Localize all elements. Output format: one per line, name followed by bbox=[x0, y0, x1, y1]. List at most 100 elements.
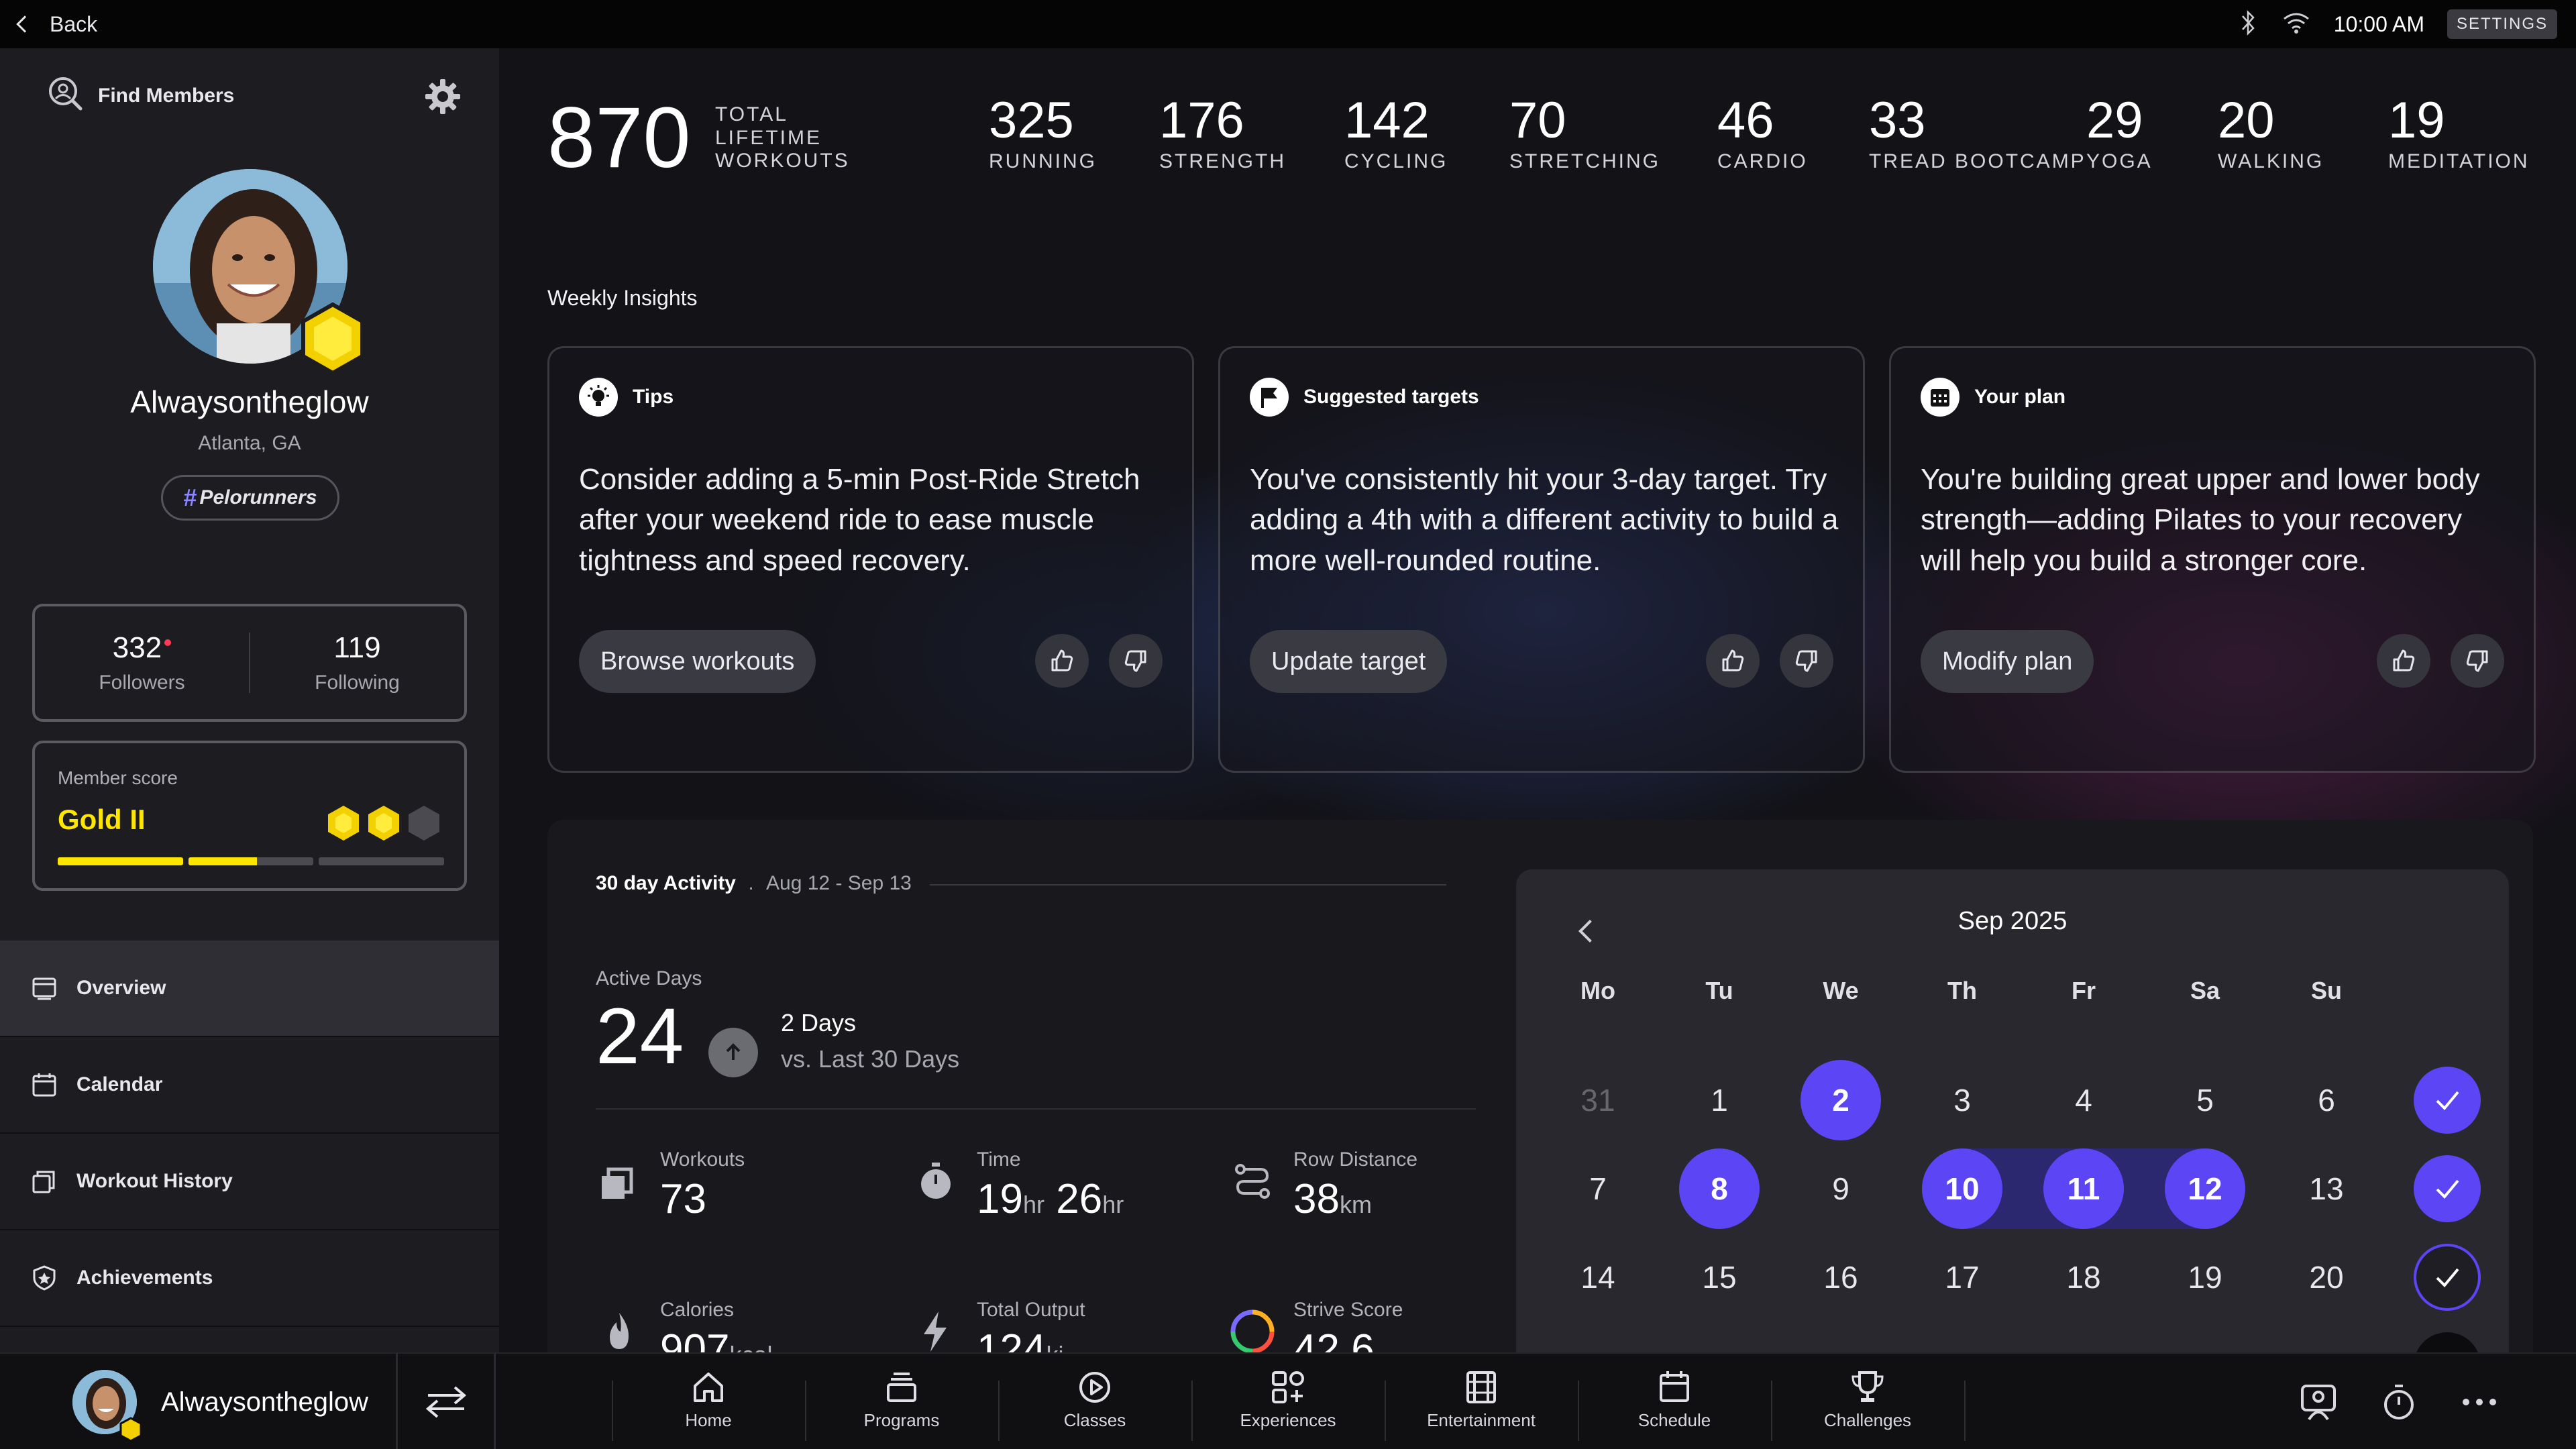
calendar-day[interactable]: 7 bbox=[1589, 1171, 1607, 1206]
tab-label: Entertainment bbox=[1427, 1410, 1536, 1430]
calendar-day[interactable]: 27 bbox=[2286, 1326, 2367, 1352]
find-members-button[interactable]: Find Members bbox=[47, 75, 234, 117]
browse-workouts-button[interactable]: Browse workouts bbox=[579, 630, 816, 693]
stat-meditation[interactable]: 19 MEDITATION bbox=[2388, 95, 2530, 173]
thumbs-up-button[interactable] bbox=[1035, 634, 1089, 688]
experiences-icon bbox=[1191, 1367, 1385, 1407]
tab-challenges[interactable]: Challenges bbox=[1771, 1367, 1964, 1441]
week-goal-check[interactable] bbox=[2414, 1067, 2481, 1134]
tab-schedule[interactable]: Schedule bbox=[1578, 1367, 1771, 1441]
calendar-day-active[interactable]: 8 bbox=[1679, 1148, 1760, 1229]
calendar-day-active[interactable]: 10 bbox=[1922, 1148, 2002, 1229]
stat-yoga[interactable]: 29 YOGA bbox=[2086, 95, 2153, 173]
calendar-day[interactable]: 4 bbox=[2075, 1083, 2092, 1118]
calendar-day[interactable]: 18 bbox=[2066, 1260, 2101, 1295]
calendar-day[interactable]: 31 bbox=[1580, 1083, 1615, 1118]
calendar-day[interactable]: 9 bbox=[1832, 1171, 1849, 1206]
timer-button[interactable] bbox=[2373, 1377, 2424, 1428]
week-goal-check[interactable] bbox=[2414, 1244, 2481, 1311]
sidebar-nav: Overview Calendar Workout History Achiev… bbox=[0, 941, 499, 1327]
calendar-day[interactable]: 14 bbox=[1580, 1260, 1615, 1295]
thumbs-down-icon bbox=[2466, 650, 2488, 672]
modify-plan-button[interactable]: Modify plan bbox=[1921, 630, 2094, 693]
followers-stat[interactable]: 332 Followers bbox=[35, 631, 249, 694]
update-target-button[interactable]: Update target bbox=[1250, 630, 1448, 693]
calendar-day-active[interactable]: 2 bbox=[1801, 1060, 1881, 1140]
member-score-card[interactable]: Member score Gold II bbox=[32, 741, 467, 891]
stat-cycling[interactable]: 142 CYCLING bbox=[1344, 95, 1448, 173]
calendar-day[interactable]: 15 bbox=[1702, 1260, 1737, 1295]
switch-profile-icon[interactable] bbox=[423, 1382, 470, 1426]
lifetime-stats: 870 TOTAL LIFETIME WORKOUTS 325 RUNNING 1… bbox=[547, 95, 2546, 189]
sidebar-item-overview[interactable]: Overview bbox=[0, 941, 499, 1037]
calendar-day[interactable]: 22 bbox=[1679, 1326, 1760, 1352]
settings-button[interactable]: SETTINGS bbox=[2447, 9, 2557, 39]
thumbs-down-button[interactable] bbox=[1109, 634, 1163, 688]
calendar-day[interactable]: 6 bbox=[2318, 1083, 2335, 1118]
sidebar-item-workout-history[interactable]: Workout History bbox=[0, 1134, 499, 1230]
tab-programs[interactable]: Programs bbox=[805, 1367, 998, 1441]
metric-value: 19 bbox=[977, 1176, 1023, 1222]
calendar-day[interactable]: 17 bbox=[1945, 1260, 1980, 1295]
metric-label: Total Output bbox=[977, 1299, 1085, 1321]
stat-walking[interactable]: 20 WALKING bbox=[2218, 95, 2324, 173]
gear-icon[interactable] bbox=[424, 78, 462, 119]
calendar-day[interactable]: 25 bbox=[2043, 1326, 2124, 1352]
thumbs-up-button[interactable] bbox=[1706, 634, 1760, 688]
member-score-value: Gold II bbox=[58, 804, 146, 835]
calendar-day-active[interactable]: 12 bbox=[2165, 1148, 2245, 1229]
home-tag[interactable]: # Pelorunners bbox=[161, 475, 339, 521]
thumbs-down-button[interactable] bbox=[1780, 634, 1833, 688]
sidebar-item-achievements[interactable]: Achievements bbox=[0, 1230, 499, 1327]
stat-stretching[interactable]: 70 STRETCHING bbox=[1509, 95, 1660, 173]
tab-home[interactable]: Home bbox=[612, 1367, 805, 1441]
clock-time: 10:00 AM bbox=[2333, 11, 2424, 36]
divider bbox=[494, 1354, 496, 1449]
stat-running[interactable]: 325 RUNNING bbox=[989, 95, 1097, 173]
sidebar-item-calendar[interactable]: Calendar bbox=[0, 1037, 499, 1134]
sidebar-item-label: Calendar bbox=[76, 1073, 163, 1095]
stat-strength[interactable]: 176 STRENGTH bbox=[1159, 95, 1286, 173]
home-icon bbox=[612, 1367, 805, 1407]
tab-entertainment[interactable]: Entertainment bbox=[1385, 1367, 1578, 1441]
calendar-day[interactable]: 5 bbox=[2196, 1083, 2214, 1118]
calendar-day[interactable]: 26 bbox=[2165, 1326, 2245, 1352]
insight-cards: Tips Consider adding a 5-min Post-Ride S… bbox=[547, 346, 2552, 773]
checkmark-icon bbox=[2436, 1179, 2459, 1199]
calendar-day[interactable]: 20 bbox=[2309, 1260, 2344, 1295]
week-goal-check[interactable] bbox=[2414, 1155, 2481, 1222]
card-body: You're building great upper and lower bo… bbox=[1921, 463, 2480, 577]
weekday-label: Th bbox=[1947, 977, 1977, 1004]
calendar-day[interactable]: 24 bbox=[1922, 1326, 2002, 1352]
schedule-icon bbox=[1578, 1367, 1771, 1407]
calendar-day[interactable]: 3 bbox=[1953, 1083, 1971, 1118]
stat-tread-bootcamp[interactable]: 33 TREAD BOOTCAMP bbox=[1869, 95, 2086, 173]
activity-header: 30 day Activity . Aug 12 - Sep 13 bbox=[596, 872, 912, 895]
calendar-day[interactable]: 16 bbox=[1823, 1260, 1858, 1295]
stat-cardio[interactable]: 46 CARDIO bbox=[1717, 95, 1808, 173]
stat-label: CYCLING bbox=[1344, 150, 1448, 172]
more-button[interactable] bbox=[2454, 1377, 2505, 1428]
members-button[interactable] bbox=[2293, 1377, 2344, 1428]
following-stat[interactable]: 119 Following bbox=[250, 631, 464, 694]
calendar-day[interactable]: 23 bbox=[1801, 1326, 1881, 1352]
calendar-day[interactable]: 13 bbox=[2309, 1171, 2344, 1206]
tab-label: Experiences bbox=[1240, 1410, 1336, 1430]
active-days-value: 24 bbox=[596, 992, 684, 1081]
tab-experiences[interactable]: Experiences bbox=[1191, 1367, 1385, 1441]
back-button[interactable]: Back bbox=[16, 12, 97, 37]
stat-value: 20 bbox=[2218, 92, 2275, 149]
calendar-day-active[interactable]: 11 bbox=[2043, 1148, 2124, 1229]
calendar-day[interactable]: 19 bbox=[2188, 1260, 2222, 1295]
profile-location: Atlanta, GA bbox=[198, 432, 301, 454]
bottom-username[interactable]: Alwaysontheglow bbox=[161, 1387, 369, 1417]
stat-value: 325 bbox=[989, 92, 1074, 149]
weekday-label: Fr bbox=[2072, 977, 2096, 1004]
tab-classes[interactable]: Classes bbox=[998, 1367, 1191, 1441]
week-goal-check[interactable] bbox=[2414, 1332, 2481, 1352]
arrow-up-icon bbox=[708, 1028, 758, 1077]
thumbs-up-button[interactable] bbox=[2377, 634, 2430, 688]
calendar-day[interactable]: 21 bbox=[1558, 1326, 1638, 1352]
thumbs-down-button[interactable] bbox=[2451, 634, 2504, 688]
calendar-day[interactable]: 1 bbox=[1711, 1083, 1728, 1118]
